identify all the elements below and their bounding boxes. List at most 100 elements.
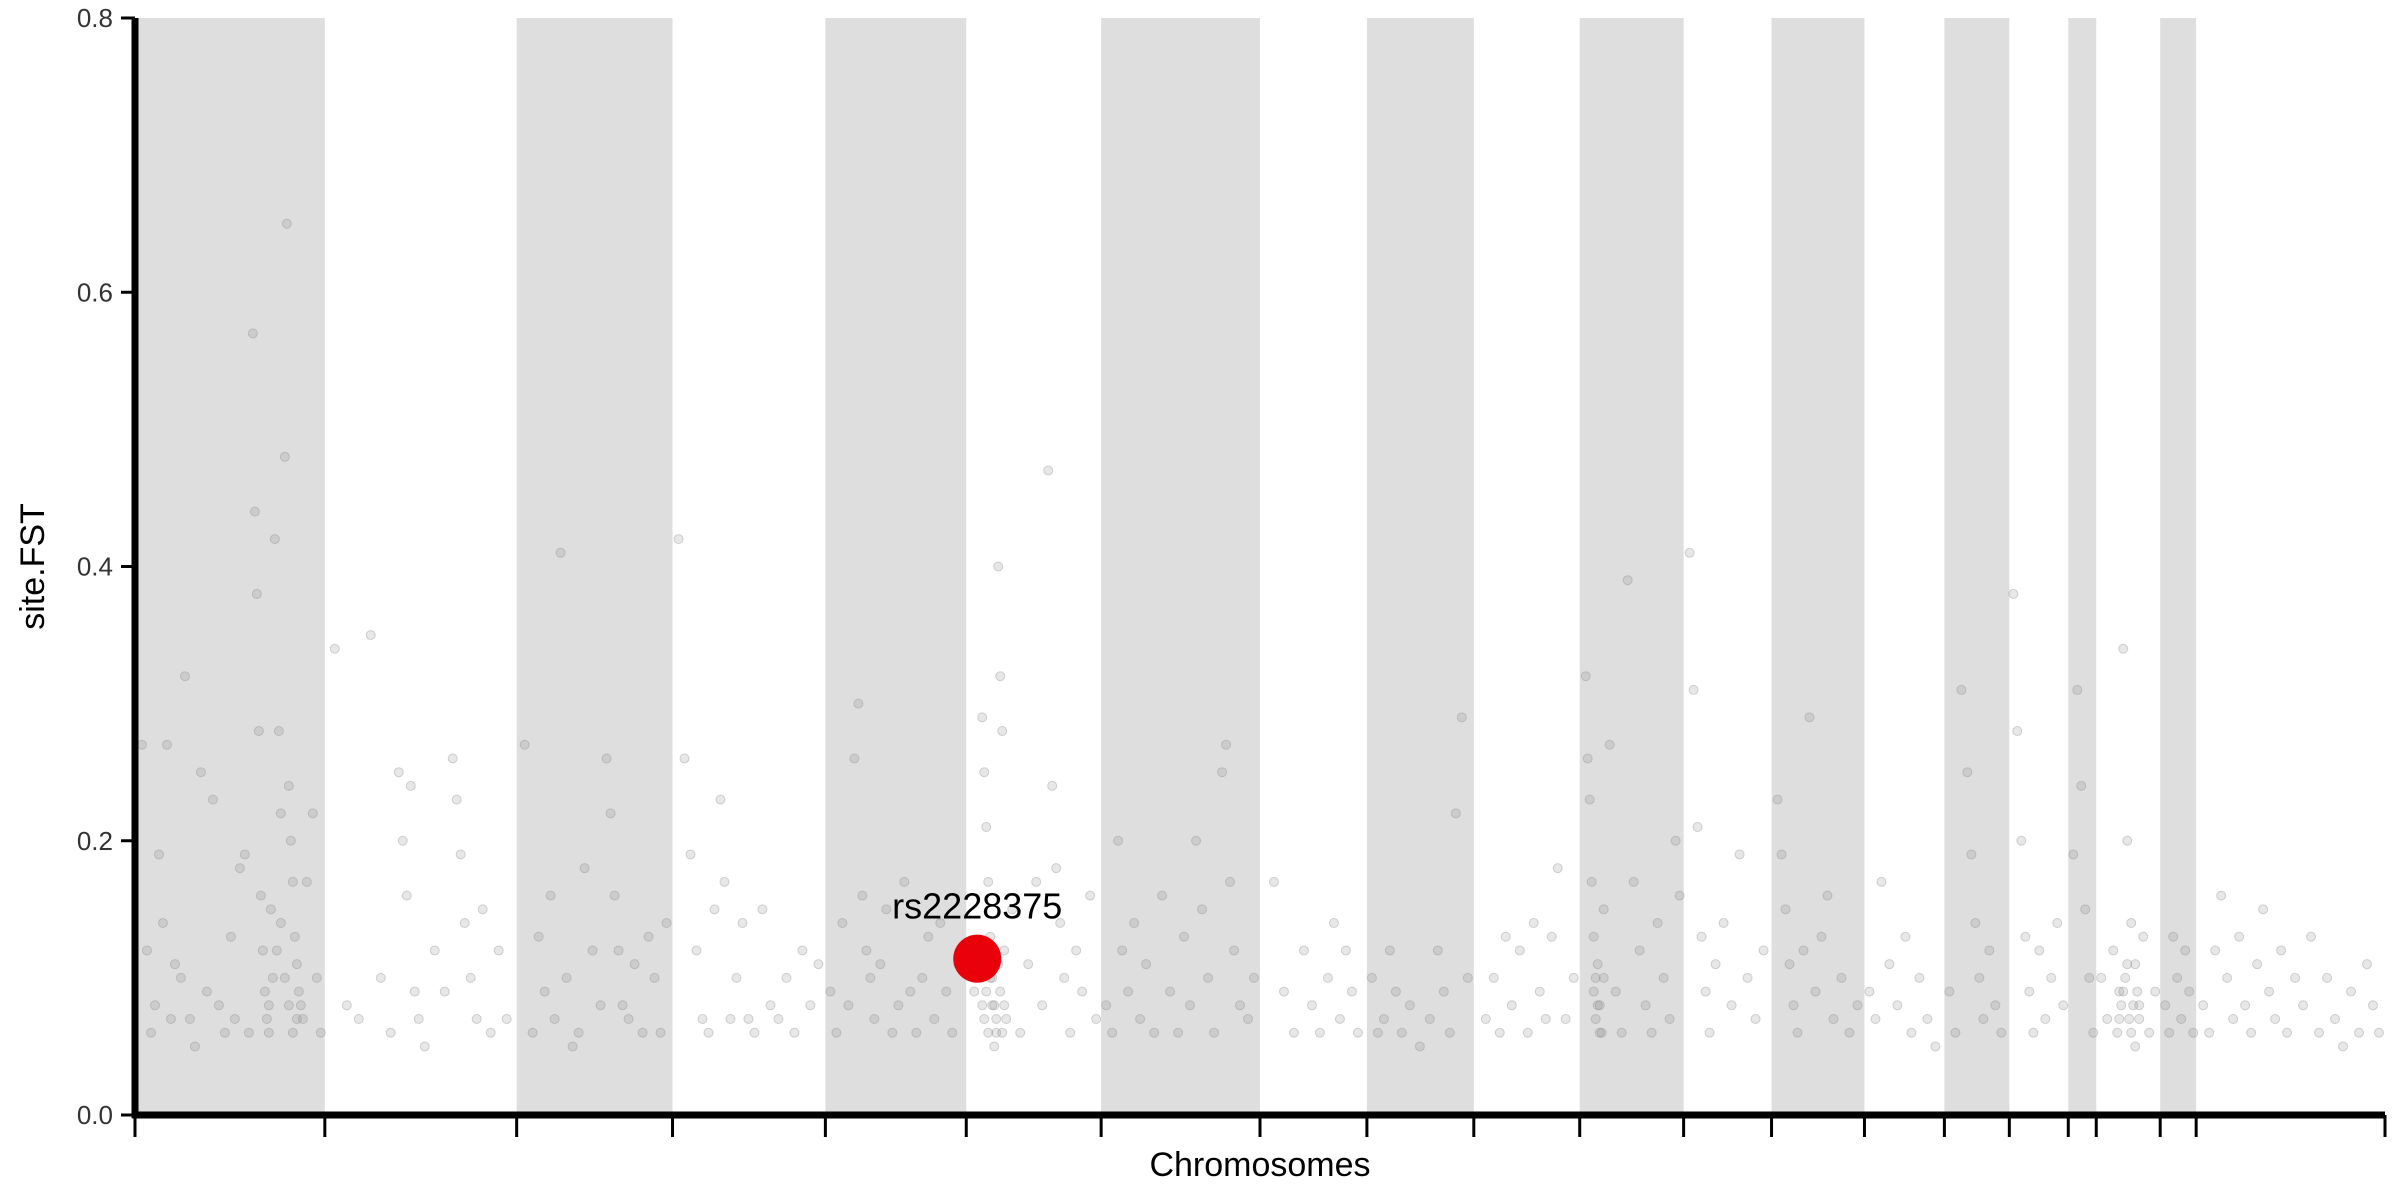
data-point: [527, 1027, 538, 1038]
data-point: [869, 1014, 880, 1025]
data-point: [1684, 547, 1695, 558]
data-point: [1007, 904, 1018, 915]
data-point: [263, 1000, 274, 1011]
y-tick-label: 0.4: [77, 552, 113, 582]
chromosome-band: [825, 18, 967, 1115]
data-point: [2354, 1027, 2365, 1038]
data-point: [275, 918, 286, 929]
data-point: [2024, 986, 2035, 997]
data-point: [1059, 972, 1070, 983]
data-point: [2012, 726, 2023, 737]
data-point: [2112, 1027, 2123, 1038]
chromosome-band: [1579, 18, 1684, 1115]
data-point: [1480, 1014, 1491, 1025]
data-point: [1001, 1014, 1012, 1025]
data-point: [995, 986, 1006, 997]
data-point: [831, 1027, 842, 1038]
data-point: [1634, 945, 1645, 956]
data-point: [969, 986, 980, 997]
data-point: [1804, 712, 1815, 723]
x-ticks: [133, 1115, 2387, 1137]
data-point: [289, 931, 300, 942]
data-point: [295, 1000, 306, 1011]
data-point: [329, 643, 340, 654]
data-point: [977, 712, 988, 723]
data-point: [749, 1027, 760, 1038]
data-point: [2210, 945, 2221, 956]
data-point: [661, 918, 672, 929]
data-point: [1792, 1027, 1803, 1038]
data-point: [239, 849, 250, 860]
data-point: [439, 986, 450, 997]
data-point: [979, 767, 990, 778]
data-point: [857, 890, 868, 901]
data-point: [1450, 808, 1461, 819]
data-point: [743, 1014, 754, 1025]
data-point: [1780, 904, 1791, 915]
data-point: [1646, 1027, 1657, 1038]
data-point: [405, 780, 416, 791]
data-point: [2172, 972, 2183, 983]
data-point: [1966, 849, 1977, 860]
data-point: [429, 945, 440, 956]
data-point: [161, 739, 172, 750]
data-point: [539, 986, 550, 997]
data-point: [941, 986, 952, 997]
data-point: [617, 1000, 628, 1011]
data-point: [385, 1027, 396, 1038]
data-point: [184, 1014, 195, 1025]
data-point: [1390, 986, 1401, 997]
data-point: [595, 1000, 606, 1011]
data-point: [2276, 945, 2287, 956]
data-point: [353, 1014, 364, 1025]
data-point: [2314, 1027, 2325, 1038]
highlight-point: [953, 934, 1002, 983]
data-point: [419, 1041, 430, 1052]
data-point: [715, 794, 726, 805]
data-point: [1784, 959, 1795, 970]
data-point: [1514, 945, 1525, 956]
data-point: [2028, 1027, 2039, 1038]
data-point: [401, 890, 412, 901]
chromosome-band: [135, 18, 325, 1115]
data-point: [213, 1000, 224, 1011]
data-point: [2120, 972, 2131, 983]
data-point: [279, 972, 290, 983]
data-point: [773, 1014, 784, 1025]
data-point: [2176, 1014, 2187, 1025]
data-point: [1590, 972, 1601, 983]
data-point: [1750, 1014, 1761, 1025]
data-point: [995, 671, 1006, 682]
data-point: [825, 986, 836, 997]
data-point: [2130, 959, 2141, 970]
data-point: [283, 1000, 294, 1011]
data-point: [1610, 986, 1621, 997]
data-point: [923, 931, 934, 942]
data-point: [1688, 684, 1699, 695]
data-point: [1864, 986, 1875, 997]
data-point: [285, 835, 296, 846]
data-point: [2114, 1014, 2125, 1025]
data-point: [1974, 972, 1985, 983]
data-point: [999, 1000, 1010, 1011]
data-point: [989, 1041, 1000, 1052]
data-point: [1123, 986, 1134, 997]
data-point: [989, 1000, 1000, 1011]
data-point: [341, 1000, 352, 1011]
data-point: [465, 972, 476, 983]
chromosome-band: [2160, 18, 2197, 1115]
data-point: [1229, 945, 1240, 956]
data-point: [1101, 1000, 1112, 1011]
data-point: [2020, 931, 2031, 942]
data-point: [1225, 876, 1236, 887]
data-point: [1670, 835, 1681, 846]
data-point: [2180, 945, 2191, 956]
data-point: [1404, 1000, 1415, 1011]
data-point: [1616, 1027, 1627, 1038]
data-point: [291, 959, 302, 970]
data-point: [1534, 986, 1545, 997]
data-point: [136, 739, 147, 750]
data-point: [1604, 739, 1615, 750]
y-tick-label: 0.6: [77, 277, 113, 307]
data-point: [2122, 959, 2133, 970]
